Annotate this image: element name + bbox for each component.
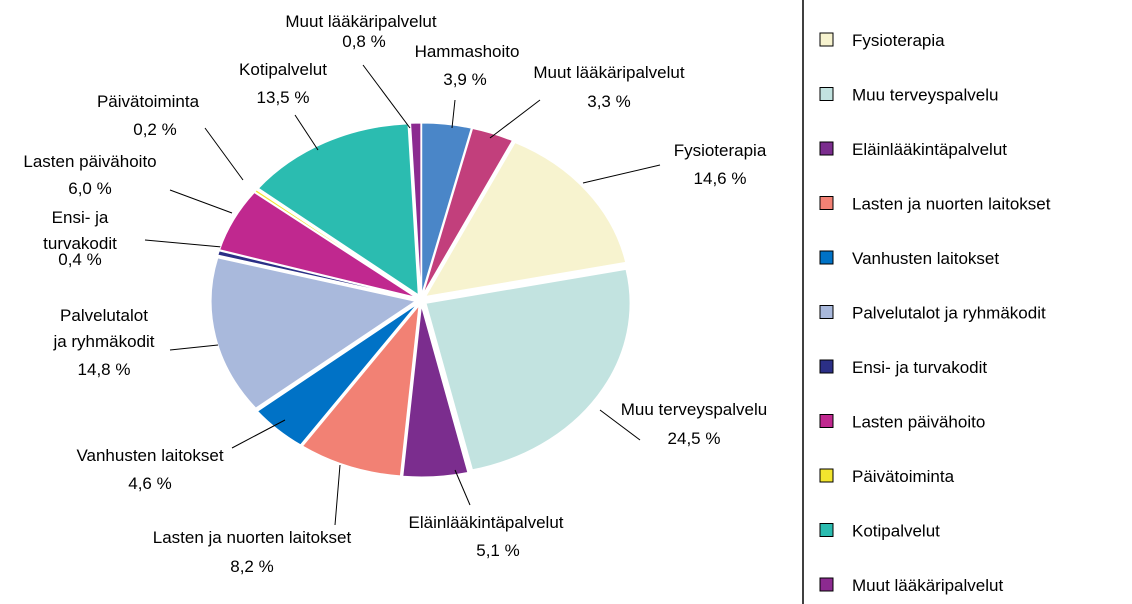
- slice-label: Palvelutalot ja ryhmäkodit: [52, 306, 154, 351]
- pie-slice: [257, 123, 419, 296]
- legend-label: Ensi- ja turvakodit: [852, 358, 987, 377]
- legend-label: Palvelutalot ja ryhmäkodit: [852, 304, 1046, 323]
- leader-line: [169, 189, 233, 214]
- legend-label: Lasten ja nuorten laitokset: [852, 195, 1051, 214]
- legend-swatch: [819, 87, 834, 101]
- legend-swatch: [819, 468, 834, 483]
- legend-swatch: [819, 523, 834, 537]
- slice-label: Fysioterapia: [674, 141, 767, 160]
- slice-value-label: 3,9 %: [443, 70, 486, 89]
- slice-value-label: 8,2 %: [230, 557, 273, 576]
- leader-line: [599, 409, 641, 441]
- legend-label: Muut lääkäripalvelut: [852, 576, 1003, 595]
- slice-label: Ensi- ja turvakodit: [43, 208, 117, 253]
- slice-label: Hammashoito: [415, 42, 520, 61]
- slice-value-label: 6,0 %: [68, 179, 111, 198]
- pie-slice: [210, 257, 417, 409]
- leader-line: [204, 127, 244, 181]
- leader-line: [454, 469, 471, 506]
- leader-line: [362, 64, 411, 129]
- leader-line: [489, 99, 541, 139]
- slice-value-label: 0,4 %: [58, 250, 101, 269]
- slice-label: Muut lääkäripalvelut: [285, 12, 436, 31]
- leader-line: [169, 344, 219, 351]
- leader-line: [231, 419, 286, 449]
- slice-label: Muu terveyspalvelu: [621, 400, 767, 419]
- slice-value-label: 0,2 %: [133, 120, 176, 139]
- slice-label: Lasten ja nuorten laitokset: [153, 528, 352, 547]
- slice-label: Vanhusten laitokset: [76, 446, 223, 465]
- legend-swatch: [819, 359, 834, 374]
- pie-slice: [425, 268, 631, 471]
- pie-slice: [217, 250, 416, 299]
- leader-line: [582, 164, 661, 184]
- legend-label: Päivätoiminta: [852, 467, 955, 486]
- slice-value-label: 0,8 %: [342, 32, 385, 51]
- pie-slice: [410, 122, 422, 295]
- slice-value-label: 5,1 %: [476, 541, 519, 560]
- slice-value-label: 4,6 %: [128, 474, 171, 493]
- pie-slice: [422, 127, 514, 295]
- slice-value-label: 13,5 %: [257, 88, 310, 107]
- slice-value-label: 14,8 %: [78, 360, 131, 379]
- legend-label: Muu terveyspalvelu: [852, 86, 998, 105]
- legend-swatch: [819, 141, 834, 156]
- slice-label: Kotipalvelut: [239, 60, 327, 79]
- legend-label: Kotipalvelut: [852, 522, 940, 541]
- pie-slice: [256, 303, 418, 446]
- pie-slice: [424, 141, 627, 297]
- leader-line: [334, 464, 341, 526]
- slice-label: Päivätoiminta: [97, 92, 200, 111]
- leader-line: [451, 99, 456, 129]
- legend-swatch: [819, 577, 834, 592]
- legend-swatch: [819, 414, 834, 428]
- pie-slice: [301, 304, 420, 477]
- leader-line: [294, 114, 319, 151]
- slice-value-label: 3,3 %: [587, 92, 630, 111]
- pie-slice: [421, 122, 472, 295]
- slice-value-label: 14,6 %: [694, 169, 747, 188]
- legend-swatch: [819, 250, 834, 265]
- legend-swatch: [819, 196, 834, 210]
- legend-label: Eläinlääkintäpalvelut: [852, 140, 1007, 159]
- pie-slice: [219, 191, 416, 298]
- slice-label: Eläinlääkintäpalvelut: [409, 513, 564, 532]
- slice-label: Lasten päivähoito: [23, 152, 156, 171]
- legend-label: Vanhusten laitokset: [852, 249, 999, 268]
- slice-value-label: 24,5 %: [668, 429, 721, 448]
- legend-swatch: [819, 305, 834, 319]
- pie-slice: [402, 305, 469, 478]
- slice-label: Muut lääkäripalvelut: [533, 63, 684, 82]
- legend-swatch: [819, 32, 834, 47]
- legend-label: Lasten päivähoito: [852, 413, 985, 432]
- pie-slice: [254, 189, 417, 297]
- leader-line: [144, 239, 223, 248]
- legend-label: Fysioterapia: [852, 31, 945, 50]
